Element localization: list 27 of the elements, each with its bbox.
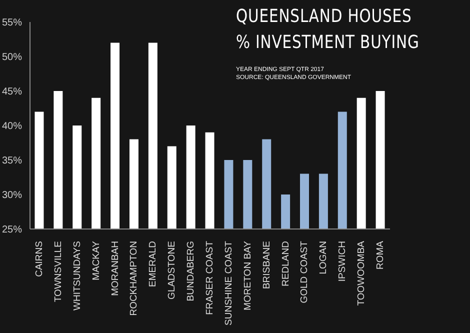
- y-tick-label: 30%: [2, 190, 22, 202]
- y-tick-label: 45%: [2, 86, 22, 98]
- x-tick-label: ROCKHAMPTON: [128, 240, 140, 316]
- x-tick-label: WHITSUNDAYS: [72, 241, 83, 310]
- x-tick-label: GLADSTONE: [166, 241, 178, 300]
- x-tick-label: SUNSHINE COAST: [223, 240, 234, 326]
- chart-title: QUEENSLAND HOUSES % INVESTMENT BUYING: [236, 5, 420, 55]
- x-tick-label: GOLD COAST: [299, 240, 310, 304]
- x-tick-label: TOWNSVILLE: [52, 241, 64, 302]
- x-tick-label: LOGAN: [318, 240, 330, 274]
- x-tick-label: EMERALD: [148, 240, 159, 287]
- x-tick-label: BUNDABERG: [186, 241, 197, 302]
- x-tick-label: MACKAY: [90, 240, 102, 280]
- x-tick-label: BRISBANE: [261, 241, 272, 290]
- x-tick-label: ROMA: [375, 240, 386, 270]
- x-tick-label: TOOWOOMBA: [356, 240, 368, 306]
- y-tick-label: 55%: [2, 18, 22, 29]
- y-tick-label: 35%: [2, 156, 22, 167]
- x-tick-label: MORETON BAY: [242, 240, 254, 310]
- y-tick-label: 50%: [2, 52, 22, 64]
- x-tick-label: FRASER COAST: [204, 240, 216, 315]
- y-tick-label: 25%: [2, 224, 22, 236]
- x-tick-label: IPSWICH: [337, 240, 348, 282]
- x-tick-label: MORANBAH: [110, 240, 121, 296]
- x-tick-label: CAIRNS: [34, 241, 45, 277]
- y-tick-label: 40%: [2, 121, 22, 132]
- x-tick-label: REDLAND: [280, 240, 292, 286]
